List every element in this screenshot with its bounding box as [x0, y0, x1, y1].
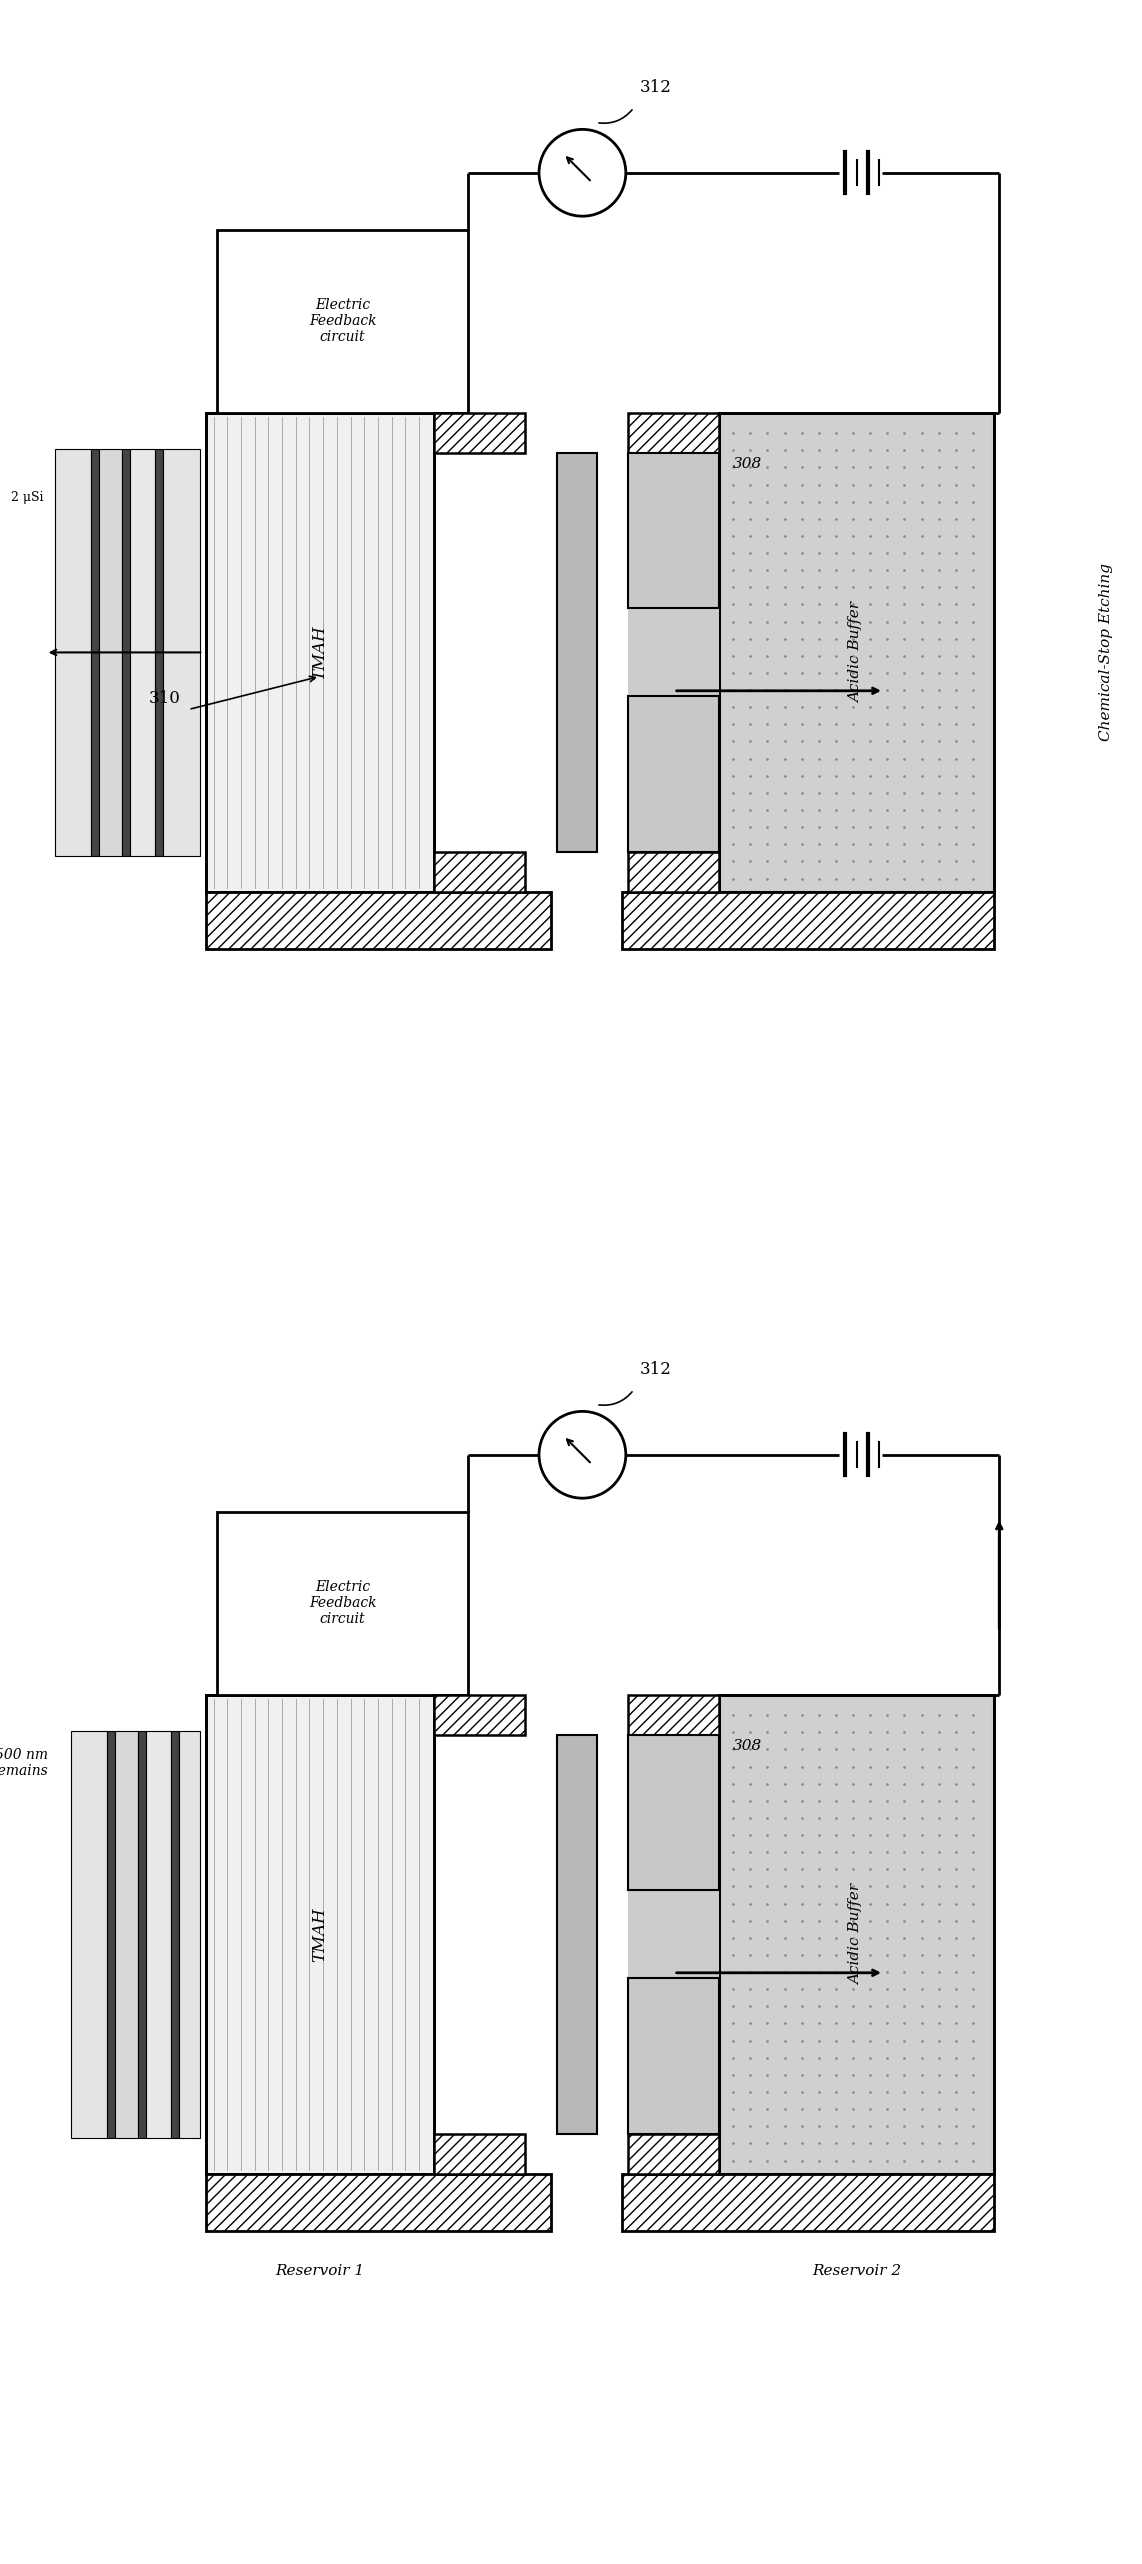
Bar: [208, 1697, 432, 2172]
Bar: [628, 2133, 719, 2174]
Bar: [179, 1731, 200, 2138]
Bar: [722, 1697, 991, 2172]
Bar: [628, 413, 719, 454]
Bar: [206, 892, 550, 949]
Bar: [628, 1736, 719, 1890]
Text: 2 μSi: 2 μSi: [11, 490, 43, 505]
Bar: [99, 449, 122, 856]
Bar: [628, 454, 719, 608]
Bar: [146, 1731, 171, 2138]
Text: Chemical-Stop Etching: Chemical-Stop Etching: [1100, 564, 1113, 741]
Text: 308: 308: [733, 1738, 763, 1754]
Bar: [557, 1736, 596, 2133]
Bar: [628, 1736, 719, 2133]
Text: 312: 312: [640, 1361, 671, 1377]
Bar: [557, 454, 596, 851]
Bar: [206, 413, 434, 892]
Bar: [628, 851, 719, 892]
Bar: [722, 415, 991, 890]
Text: Reservoir 1: Reservoir 1: [275, 2264, 364, 2279]
Text: Acidic Buffer: Acidic Buffer: [850, 603, 863, 703]
Bar: [163, 449, 200, 856]
Bar: [434, 1695, 525, 1736]
Bar: [171, 1731, 179, 2138]
Bar: [628, 697, 719, 851]
Bar: [719, 1695, 994, 2174]
Bar: [122, 449, 130, 856]
Text: Electric
Feedback
circuit: Electric Feedback circuit: [308, 297, 377, 344]
Bar: [434, 413, 525, 454]
Bar: [155, 449, 163, 856]
Text: 308: 308: [733, 456, 763, 472]
Bar: [628, 454, 719, 851]
Bar: [206, 2174, 550, 2231]
Bar: [208, 415, 432, 890]
Text: TMAH: TMAH: [312, 1908, 328, 1961]
Text: 310: 310: [148, 690, 180, 708]
Bar: [115, 1731, 138, 2138]
Bar: [719, 413, 994, 892]
Text: 312: 312: [640, 79, 671, 95]
Bar: [130, 449, 155, 856]
Text: Acidic Buffer: Acidic Buffer: [850, 1885, 863, 1985]
Bar: [71, 1731, 107, 2138]
Bar: [107, 1731, 115, 2138]
Bar: [206, 1695, 434, 2174]
Bar: [622, 2174, 994, 2231]
Bar: [217, 1513, 468, 1695]
Bar: [434, 851, 525, 892]
Bar: [217, 231, 468, 413]
Text: Reservoir 2: Reservoir 2: [812, 2264, 901, 2279]
Bar: [206, 1695, 434, 2174]
Bar: [719, 413, 994, 892]
Bar: [628, 1695, 719, 1736]
Text: ~ 500 nm
remains: ~ 500 nm remains: [0, 1749, 48, 1779]
Bar: [628, 1979, 719, 2133]
Bar: [55, 449, 91, 856]
Bar: [622, 892, 994, 949]
Bar: [91, 449, 99, 856]
Text: Electric
Feedback
circuit: Electric Feedback circuit: [308, 1579, 377, 1626]
Text: TMAH: TMAH: [312, 626, 328, 679]
Bar: [434, 2133, 525, 2174]
Bar: [719, 1695, 994, 2174]
Bar: [138, 1731, 146, 2138]
Bar: [206, 413, 434, 892]
